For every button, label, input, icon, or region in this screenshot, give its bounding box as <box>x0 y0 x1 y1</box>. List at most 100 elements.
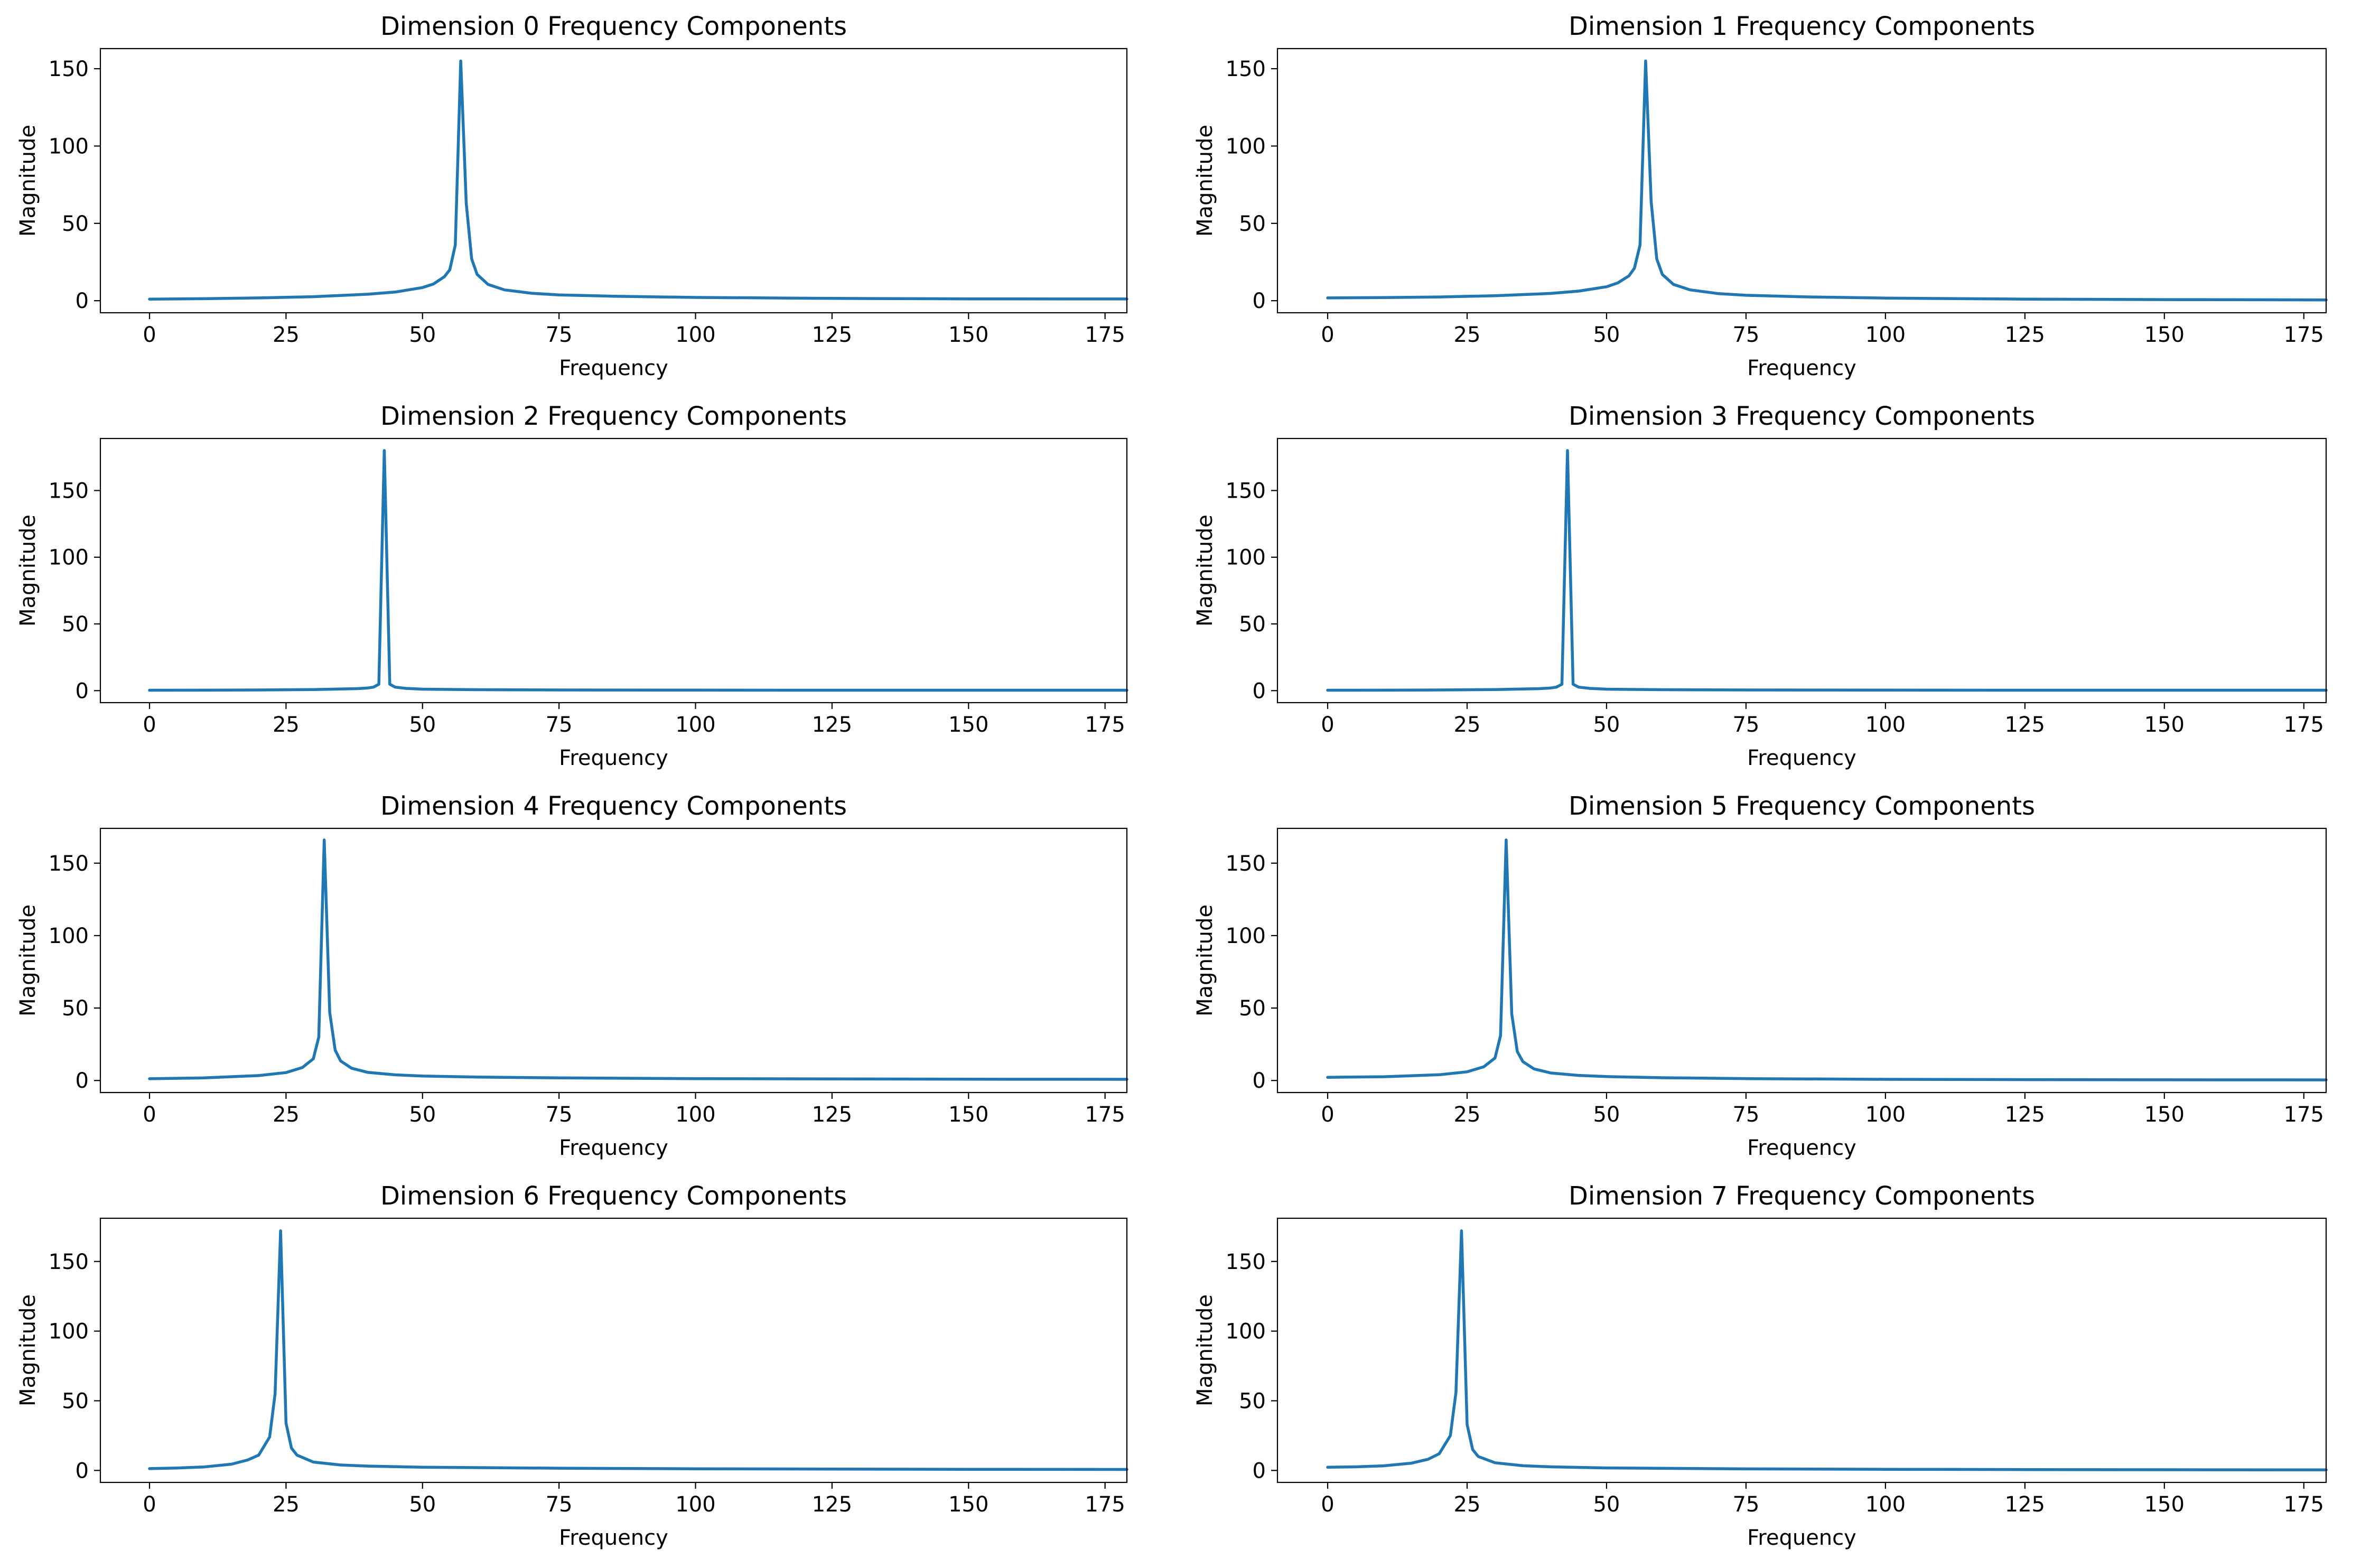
y-tick-label: 50 <box>62 996 89 1021</box>
x-tick-label: 75 <box>546 323 573 347</box>
x-tick-label: 25 <box>273 1492 300 1517</box>
y-axis-label: Magnitude <box>1193 1294 1217 1406</box>
x-tick-label: 0 <box>1321 713 1334 737</box>
y-tick-label: 0 <box>76 679 89 703</box>
subplot-dimension-0: Dimension 0 Frequency Components Frequen… <box>16 12 1128 380</box>
x-tick-label: 175 <box>1085 1103 1125 1127</box>
y-tick-label: 150 <box>49 57 89 81</box>
plot-layer <box>148 838 1128 1081</box>
chart-title: Dimension 6 Frequency Components <box>380 1181 847 1211</box>
x-tick-label: 0 <box>1321 1492 1334 1517</box>
x-tick-label: 175 <box>2284 323 2324 347</box>
y-tick-label: 150 <box>49 479 89 503</box>
x-tick-label: 100 <box>675 713 715 737</box>
series-line <box>148 449 1128 692</box>
chart-title: Dimension 3 Frequency Components <box>1569 402 2035 431</box>
x-tick-label: 150 <box>948 323 988 347</box>
y-tick-label: 100 <box>1226 1320 1266 1344</box>
subplot-dimension-4: Dimension 4 Frequency Components Frequen… <box>16 791 1128 1160</box>
y-tick-label: 100 <box>49 546 89 570</box>
y-tick-label: 150 <box>1226 852 1266 876</box>
x-tick-label: 150 <box>948 1492 988 1517</box>
x-tick-label: 150 <box>2144 323 2185 347</box>
tick-layer: 0 25 50 75 100 125 150 175 0 50 100 150 <box>49 479 1125 737</box>
y-axis-label: Magnitude <box>1193 125 1217 237</box>
series-line <box>1326 449 2328 692</box>
x-tick-label: 175 <box>1085 713 1125 737</box>
x-tick-label: 50 <box>409 323 436 347</box>
x-axis-label: Frequency <box>559 746 668 770</box>
x-tick-label: 125 <box>2005 1103 2045 1127</box>
x-axis-label: Frequency <box>559 1136 668 1160</box>
x-tick-label: 125 <box>2005 323 2045 347</box>
x-tick-label: 125 <box>812 1103 852 1127</box>
chart-title: Dimension 4 Frequency Components <box>380 791 847 821</box>
axes-frame <box>99 437 1128 704</box>
x-tick-label: 150 <box>2144 713 2185 737</box>
y-axis-label: Magnitude <box>16 1294 40 1406</box>
x-tick-label: 150 <box>948 1103 988 1127</box>
tick-layer: 0 25 50 75 100 125 150 175 0 50 100 150 <box>1226 852 2324 1127</box>
x-axis-label: Frequency <box>1747 1136 1856 1160</box>
series-line <box>1326 1229 2328 1472</box>
x-tick-label: 0 <box>143 323 156 347</box>
y-tick-label: 150 <box>1226 479 1266 503</box>
plot-layer <box>148 1229 1128 1471</box>
x-tick-label: 25 <box>273 1103 300 1127</box>
chart-title: Dimension 5 Frequency Components <box>1569 791 2035 821</box>
x-tick-label: 25 <box>1454 323 1481 347</box>
x-tick-label: 25 <box>1454 1103 1481 1127</box>
x-tick-label: 75 <box>1732 323 1759 347</box>
x-axis-label: Frequency <box>559 1526 668 1550</box>
x-tick-label: 100 <box>675 1103 715 1127</box>
y-tick-label: 50 <box>1239 1389 1266 1413</box>
axes-frame <box>1276 827 2327 1094</box>
x-tick-label: 75 <box>546 1492 573 1517</box>
x-tick-label: 150 <box>948 713 988 737</box>
x-tick-label: 0 <box>143 1103 156 1127</box>
y-tick-label: 50 <box>1239 212 1266 236</box>
plot-layer <box>148 59 1128 301</box>
axes-frame <box>99 48 1128 314</box>
x-tick-label: 125 <box>812 713 852 737</box>
x-tick-label: 125 <box>2005 713 2045 737</box>
axes-frame <box>1276 1217 2327 1483</box>
y-axis-label: Magnitude <box>16 515 40 627</box>
x-tick-label: 75 <box>546 713 573 737</box>
x-tick-label: 100 <box>1865 713 1906 737</box>
x-tick-label: 75 <box>1732 1492 1759 1517</box>
tick-layer: 0 25 50 75 100 125 150 175 0 50 100 150 <box>49 57 1125 347</box>
chart-title: Dimension 1 Frequency Components <box>1569 12 2035 41</box>
x-tick-label: 0 <box>143 1492 156 1517</box>
y-tick-label: 0 <box>76 1459 89 1483</box>
x-axis-label: Frequency <box>1747 1526 1856 1550</box>
x-tick-label: 175 <box>2284 1492 2324 1517</box>
chart-title: Dimension 0 Frequency Components <box>380 12 847 41</box>
y-axis-label: Magnitude <box>16 125 40 237</box>
x-tick-label: 150 <box>2144 1492 2185 1517</box>
x-tick-label: 25 <box>1454 713 1481 737</box>
y-tick-label: 100 <box>1226 134 1266 158</box>
x-tick-label: 175 <box>1085 1492 1125 1517</box>
x-tick-label: 100 <box>1865 1492 1906 1517</box>
x-tick-label: 50 <box>1593 1103 1620 1127</box>
x-tick-label: 125 <box>2005 1492 2045 1517</box>
axes-frame <box>99 1217 1128 1483</box>
x-tick-label: 0 <box>1321 1103 1334 1127</box>
y-tick-label: 150 <box>49 852 89 876</box>
subplot-dimension-3: Dimension 3 Frequency Components Frequen… <box>1193 402 2328 770</box>
x-tick-label: 100 <box>675 1492 715 1517</box>
subplot-dimension-2: Dimension 2 Frequency Components Frequen… <box>16 402 1128 770</box>
plot-layer <box>148 449 1128 692</box>
x-tick-label: 0 <box>143 713 156 737</box>
subplot-dimension-7: Dimension 7 Frequency Components Frequen… <box>1193 1181 2328 1550</box>
y-tick-label: 150 <box>49 1250 89 1274</box>
tick-layer: 0 25 50 75 100 125 150 175 0 50 100 150 <box>49 852 1125 1127</box>
x-tick-label: 75 <box>1732 713 1759 737</box>
series-line <box>148 1229 1128 1471</box>
subplot-dimension-6: Dimension 6 Frequency Components Frequen… <box>16 1181 1128 1550</box>
x-tick-label: 50 <box>1593 1492 1620 1517</box>
x-tick-label: 50 <box>409 1492 436 1517</box>
plot-layer <box>1326 838 2328 1081</box>
y-tick-label: 0 <box>76 289 89 313</box>
